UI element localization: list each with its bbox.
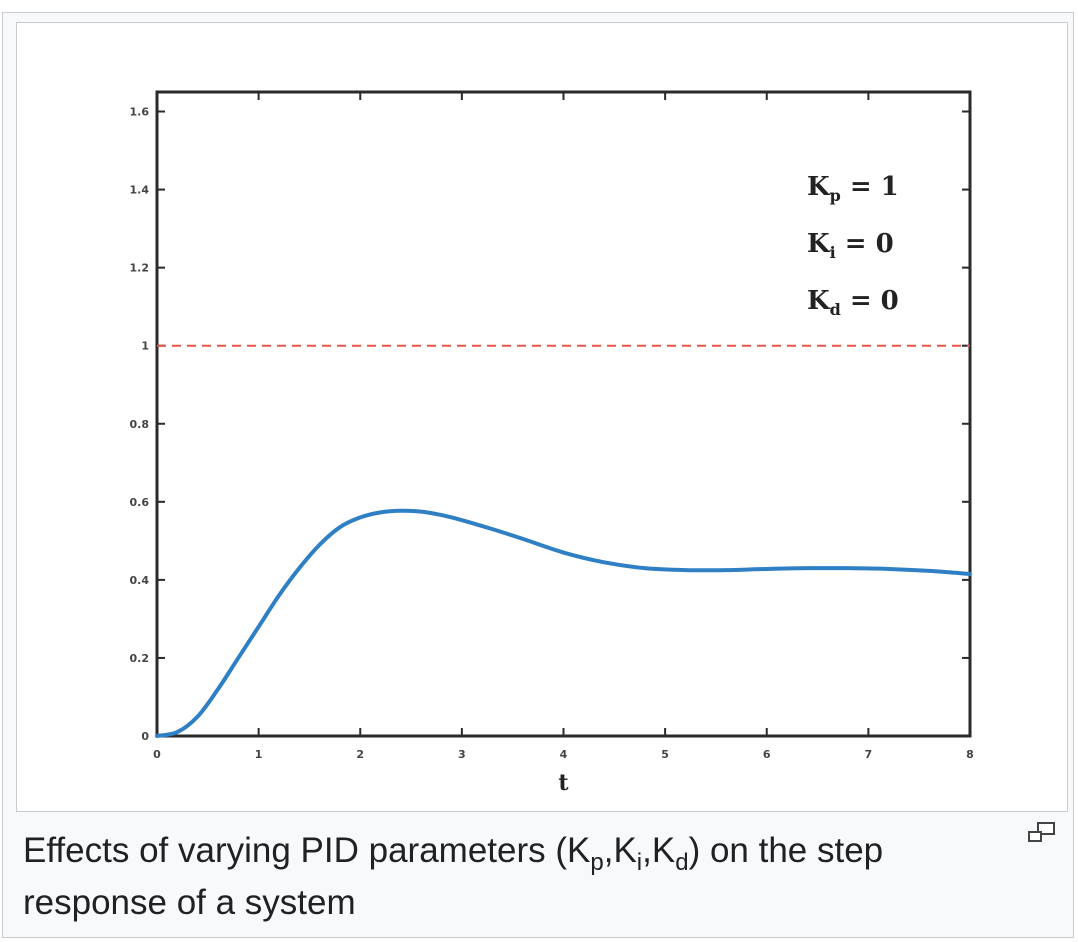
gain-annotation: Ki = 0 <box>807 229 894 262</box>
step-response-line <box>155 508 972 738</box>
y-tick-label: 0 <box>141 730 149 743</box>
figure-thumbnail: 0 1 2 3 4 5 6 7 8 0 0.2 0.4 0.6 0.8 1 1.2 1.4 1.6 t Kp = 1 K… <box>2 12 1074 938</box>
caption-sub-i: i <box>636 849 643 876</box>
caption-sub-p: p <box>590 849 604 876</box>
x-tick-label: 3 <box>458 748 466 761</box>
gain-annotation: Kp = 1 <box>807 172 899 205</box>
y-tick-label: 1.2 <box>130 262 150 275</box>
x-tick-label: 4 <box>560 748 568 761</box>
x-tick-label: 8 <box>966 748 974 761</box>
step-response-chart: 0 1 2 3 4 5 6 7 8 0 0.2 0.4 0.6 0.8 1 1.2 1.4 1.6 t Kp = 1 K… <box>130 90 974 796</box>
gain-annotation: Kd = 0 <box>807 286 899 319</box>
y-tick-label: 0.8 <box>130 418 150 431</box>
y-tick-label: 1 <box>141 340 149 353</box>
x-tick-label: 5 <box>661 748 669 761</box>
y-tick-label: 1.6 <box>130 106 150 119</box>
caption-sep-2: ,K <box>642 831 676 870</box>
x-axis-label: t <box>558 770 569 796</box>
caption-suffix: ) on the step response of a system <box>23 831 884 922</box>
x-tick-label: 1 <box>255 748 263 761</box>
x-tick-label: 0 <box>153 748 161 761</box>
y-tick-label: 0.4 <box>130 574 150 587</box>
x-tick-label: 6 <box>763 748 771 761</box>
y-tick-label: 0.6 <box>130 496 150 509</box>
y-tick-label: 0.2 <box>130 652 150 665</box>
x-tick-label: 2 <box>356 748 364 761</box>
x-tick-label: 7 <box>865 748 873 761</box>
y-tick-label: 1.4 <box>130 184 150 197</box>
caption-sub-d: d <box>675 849 689 876</box>
magnify-clip-icon[interactable] <box>1025 821 1059 847</box>
chart-image[interactable]: 0 1 2 3 4 5 6 7 8 0 0.2 0.4 0.6 0.8 1 1.2 1.4 1.6 t Kp = 1 K… <box>16 22 1068 812</box>
caption-sep-1: ,K <box>603 831 637 870</box>
figure-caption: Effects of varying PID parameters (Kp,Ki… <box>23 825 983 929</box>
caption-prefix: Effects of varying PID parameters (K <box>23 831 591 870</box>
